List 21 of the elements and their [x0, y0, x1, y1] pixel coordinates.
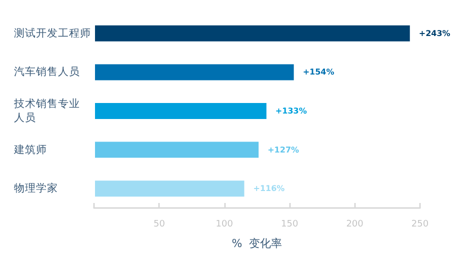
- data-label: +127%: [268, 145, 300, 154]
- y-tick-label: 测试开发工程师: [14, 26, 91, 40]
- x-tick-label: 100: [216, 220, 234, 230]
- x-axis-title: % 变化率: [232, 237, 282, 250]
- y-tick-label: 建筑师: [13, 142, 47, 156]
- x-tick-label: 200: [346, 220, 364, 230]
- y-tick-label: 技术销售专业人员: [13, 97, 80, 124]
- y-tick-label: 汽车销售人员: [14, 65, 80, 78]
- bar: [94, 180, 246, 198]
- bar: [94, 102, 268, 120]
- bar: [94, 140, 260, 159]
- y-tick-label: 物理学家: [14, 182, 58, 195]
- x-tick-label: 250: [411, 220, 429, 230]
- data-label: +243%: [418, 28, 450, 38]
- data-label: +154%: [302, 68, 334, 77]
- x-tick-label: 150: [281, 220, 298, 230]
- data-label: +133%: [275, 106, 307, 116]
- bar: [94, 63, 295, 82]
- data-label: +116%: [253, 184, 285, 194]
- bar: [94, 24, 411, 42]
- x-tick-label: 50: [153, 220, 166, 230]
